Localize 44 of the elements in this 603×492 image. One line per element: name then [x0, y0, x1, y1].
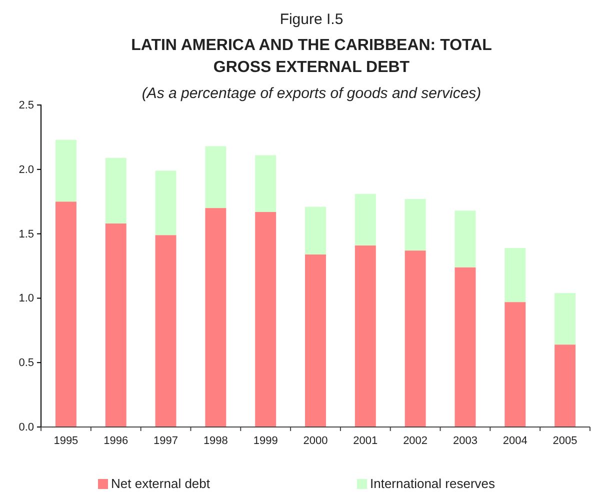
chart-subtitle: (As a percentage of exports of goods and services): [142, 85, 482, 102]
bar: [305, 206, 326, 254]
x-tick-label: 1999: [253, 435, 278, 447]
x-tick-label: 2000: [303, 435, 328, 447]
bar: [205, 146, 226, 208]
text: Figure I.5: [280, 11, 344, 28]
bar: [554, 293, 576, 345]
x-tick-label: 2002: [403, 435, 428, 447]
bar: [155, 170, 176, 236]
y-tick-label: 2.0: [18, 164, 34, 176]
bar: [255, 155, 276, 212]
bar: [504, 302, 526, 427]
x-tick-label: 2005: [552, 435, 578, 447]
bar: [155, 235, 176, 427]
bar: [354, 245, 376, 427]
bar: [105, 158, 126, 224]
x-tick-label: 2001: [353, 435, 378, 447]
bar: [205, 208, 226, 427]
bar: [354, 194, 376, 246]
y-tick-label: 1.5: [18, 228, 34, 240]
y-tick-label: 2.5: [18, 100, 34, 112]
bar: [454, 210, 476, 268]
bar: [105, 223, 126, 427]
legend-label: Net external debt: [111, 476, 210, 491]
y-tick-label: 0.0: [18, 422, 34, 434]
bar: [305, 254, 326, 427]
x-tick-label: 2004: [502, 435, 528, 447]
bar: [404, 250, 426, 427]
bar: [404, 199, 426, 251]
x-tick-label: 1996: [104, 435, 128, 447]
x-tick-label: 1997: [154, 435, 178, 447]
bar: [554, 344, 576, 427]
bar: [454, 267, 476, 427]
y-tick-label: 1.0: [18, 292, 34, 305]
chart-title: LATIN AMERICA AND THE CARIBBEAN: TOTAL GROSS EXTERNAL DEBT: [131, 37, 492, 76]
x-tick-label: 1998: [203, 435, 228, 447]
x-tick-label: 1995: [54, 435, 78, 447]
legend-label: International reserves: [370, 476, 496, 491]
y-tick-label: 0.5: [18, 357, 34, 370]
bar: [255, 212, 276, 427]
x-tick-label: 2003: [452, 435, 478, 447]
bar: [504, 248, 526, 302]
bar: [55, 140, 76, 202]
bar: [55, 202, 76, 427]
